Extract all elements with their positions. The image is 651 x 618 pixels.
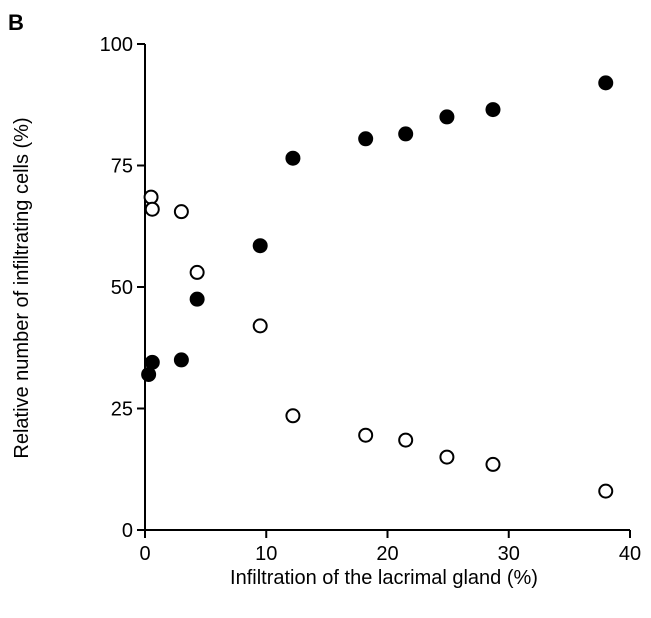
open-data-point [173, 204, 189, 220]
filled-data-point [141, 366, 157, 382]
x-tick-label: 40 [619, 543, 641, 565]
open-data-point [143, 189, 159, 205]
open-data-point [144, 201, 160, 217]
y-tick-label: 0 [122, 520, 133, 542]
filled-data-point [189, 291, 205, 307]
filled-data-point [358, 131, 374, 147]
open-data-point [189, 264, 205, 280]
filled-data-point [398, 126, 414, 142]
panel-label: B [8, 10, 24, 35]
y-tick-label: 100 [100, 34, 133, 56]
x-tick-label: 10 [255, 543, 277, 565]
open-data-point [485, 456, 501, 472]
y-tick-label: 75 [111, 156, 133, 178]
x-tick-label: 0 [139, 543, 150, 565]
x-axis-title: Infiltration of the lacrimal gland (%) [230, 567, 538, 589]
y-tick-label: 25 [111, 399, 133, 421]
open-data-point [358, 427, 374, 443]
filled-data-point [173, 352, 189, 368]
filled-data-point [285, 150, 301, 166]
open-data-point [285, 408, 301, 424]
x-tick-label: 20 [376, 543, 398, 565]
open-data-point [398, 432, 414, 448]
open-data-point [252, 318, 268, 334]
filled-data-point [252, 238, 268, 254]
filled-data-point [144, 354, 160, 370]
filled-data-point [485, 102, 501, 118]
open-data-point [598, 483, 614, 499]
y-axis-title: Relative number of infiltrating cells (%… [11, 117, 33, 458]
filled-data-point [439, 109, 455, 125]
axes: 0 25 50 75 100 0 10 20 30 40 [100, 34, 642, 565]
y-tick-label: 50 [111, 277, 133, 299]
x-tick-label: 30 [498, 543, 520, 565]
open-data-point [439, 449, 455, 465]
data-points [141, 75, 614, 499]
filled-data-point [598, 75, 614, 91]
